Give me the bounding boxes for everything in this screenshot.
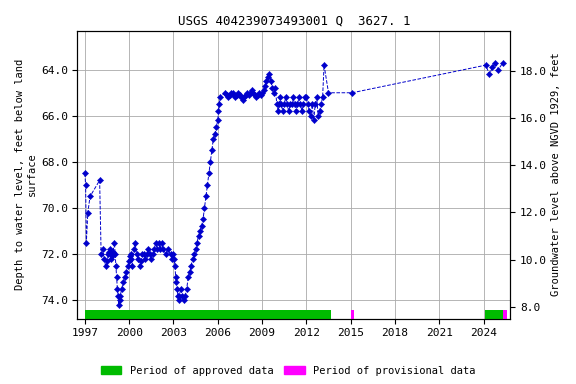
Y-axis label: Groundwater level above NGVD 1929, feet: Groundwater level above NGVD 1929, feet: [551, 53, 561, 296]
Y-axis label: Depth to water level, feet below land
surface: Depth to water level, feet below land su…: [15, 59, 37, 290]
Bar: [485, 310, 503, 319]
Legend: Period of approved data, Period of provisional data: Period of approved data, Period of provi…: [97, 362, 479, 379]
Bar: [85, 310, 331, 319]
Bar: [503, 310, 507, 319]
Bar: [351, 310, 354, 319]
Title: USGS 404239073493001 Q  3627. 1: USGS 404239073493001 Q 3627. 1: [177, 15, 410, 28]
